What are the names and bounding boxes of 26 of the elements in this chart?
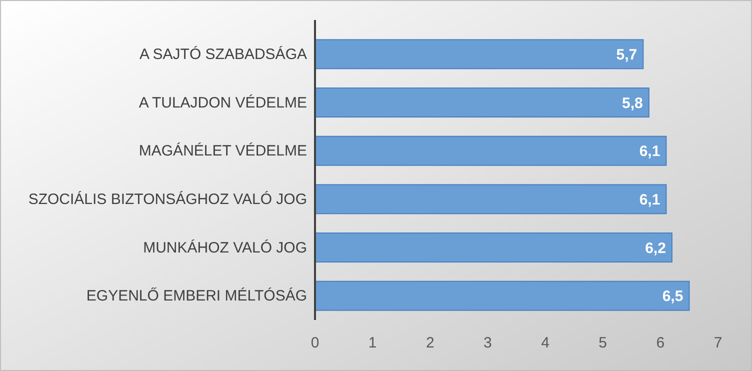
y-tick-label: MUNKÁHOZ VALÓ JOG [143,238,307,256]
y-tick-label: A SAJTÓ SZABADSÁGA [139,44,307,63]
y-tick-label: MAGÁNÉLET VÉDELME [138,142,307,160]
x-tick-label: 2 [426,334,434,352]
data-label: 5,7 [616,46,638,64]
x-tick-label: 7 [714,334,722,352]
data-label: 6,5 [662,288,684,306]
x-tick-label: 6 [656,334,665,352]
bar [314,136,667,166]
x-tick-label: 4 [541,334,550,352]
bar [314,39,644,70]
data-label: 5,8 [622,94,643,112]
x-tick-label: 1 [368,334,377,352]
x-tick-label: 0 [310,334,320,352]
bar [314,232,672,262]
y-tick-label: A TULAJDON VÉDELME [138,93,307,112]
data-label: 6,1 [639,143,660,160]
data-label: 6,2 [645,240,666,257]
bar [314,88,650,118]
bar [314,184,667,214]
y-tick-label: SZOCIÁLIS BIZTONSÁGHOZ VALÓ JOG [28,190,307,208]
bar [314,280,690,311]
x-tick-label: 5 [598,334,608,352]
x-tick-label: 3 [484,334,492,352]
data-label: 6,1 [639,191,660,208]
y-tick-label: EGYENLŐ EMBERI MÉLTÓSÁG [86,286,307,305]
